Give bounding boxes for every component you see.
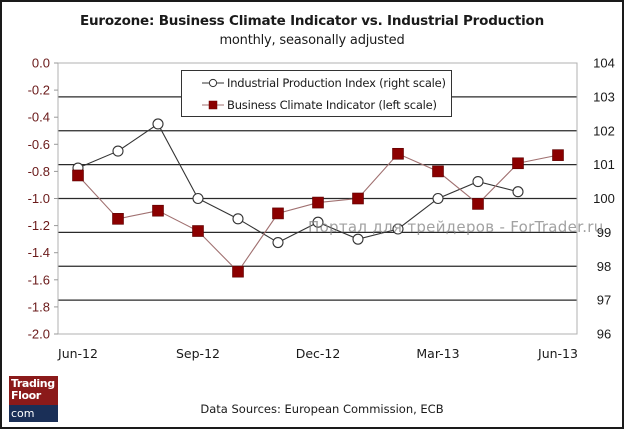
ipi-point [112, 145, 124, 157]
open-circle-marker-icon [202, 78, 224, 88]
bci-point [552, 149, 564, 161]
x-tick-label: Dec-12 [296, 346, 341, 361]
logo-top: Trading Floor [9, 376, 58, 405]
left-tick-label: -2.0 [28, 327, 50, 342]
ipi-point [312, 216, 324, 228]
x-tick-label: Jun-13 [537, 346, 578, 361]
right-tick-label: 101 [593, 157, 615, 172]
ipi-point [512, 186, 524, 198]
left-tick-label: -0.4 [28, 110, 50, 125]
bci-point [512, 157, 524, 170]
ipi-point [392, 223, 404, 235]
right-tick-label: 99 [597, 225, 611, 240]
bci-point [232, 265, 244, 278]
right-tick-label: 103 [593, 89, 615, 104]
left-tick-label: 0.0 [32, 56, 50, 71]
bci-point [352, 192, 364, 205]
bci-point [112, 213, 124, 225]
left-tick-label: -0.2 [28, 83, 50, 98]
right-tick-label: 104 [593, 56, 615, 71]
watermark: Портал для трейдеров - ForTrader.ru [308, 218, 604, 236]
left-tick-label: -1.6 [28, 272, 50, 287]
right-tick-label: 96 [597, 327, 611, 342]
chart-subtitle: monthly, seasonally adjusted [219, 33, 405, 48]
left-tick-label: -0.8 [28, 164, 50, 179]
right-axis: 104 103 102 101 100 99 98 97 96 [593, 56, 615, 342]
logo-bottom: com [9, 405, 58, 422]
x-tick-label: Mar-13 [416, 346, 459, 361]
left-tick-label: -0.6 [28, 137, 50, 152]
x-axis: Jun-12 Sep-12 Dec-12 Mar-13 Jun-13 [57, 346, 578, 361]
left-tick-label: -1.4 [28, 245, 50, 260]
filled-square-marker-icon [202, 100, 224, 110]
ipi-point [272, 236, 284, 249]
bci-point [432, 165, 444, 178]
ipi-point [232, 213, 244, 225]
right-tick-label: 102 [593, 123, 615, 138]
x-tick-label: Jun-12 [57, 346, 98, 361]
legend-item-ipi: Industrial Production Index (right scale… [202, 75, 446, 91]
logo-text-floor: Floor [11, 389, 41, 402]
bci-point [312, 196, 324, 209]
bci-point [152, 204, 164, 217]
series-business-climate [72, 147, 564, 278]
ipi-point [432, 192, 444, 205]
ipi-point [152, 118, 164, 130]
chart-title: Eurozone: Business Climate Indicator vs.… [79, 13, 545, 29]
bci-line [77, 153, 559, 273]
left-tick-label: -1.0 [28, 191, 50, 206]
x-tick-label: Sep-12 [176, 346, 220, 361]
left-axis: 0.0 -0.2 -0.4 -0.6 -0.8 -1.0 -1.2 -1.4 -1.6 -1.8 -… [28, 56, 58, 342]
ipi-point [192, 192, 204, 205]
left-tick-label: -1.2 [28, 218, 50, 233]
ipi-line [77, 123, 519, 244]
tradingfloor-logo: Trading Floor com [9, 376, 58, 422]
series-industrial-production [72, 118, 524, 249]
right-tick-label: 97 [597, 293, 611, 308]
right-tick-label: 100 [593, 191, 615, 206]
ipi-point [472, 176, 484, 188]
logo-text-trading: Trading [11, 377, 55, 390]
legend: Industrial Production Index (right scale… [181, 70, 452, 117]
bci-point [272, 207, 284, 220]
left-tick-label: -1.8 [28, 299, 50, 314]
bci-point [192, 225, 204, 237]
legend-label-ipi: Industrial Production Index (right scale… [227, 76, 446, 90]
bci-point [72, 169, 84, 182]
data-source-note: Data Sources: European Commission, ECB [200, 402, 444, 416]
right-tick-label: 98 [597, 259, 611, 274]
legend-label-bci: Business Climate Indicator (left scale) [227, 98, 437, 112]
bci-point [392, 147, 404, 160]
legend-item-bci: Business Climate Indicator (left scale) [202, 97, 437, 113]
ipi-point [352, 233, 364, 245]
bci-point [472, 198, 484, 210]
